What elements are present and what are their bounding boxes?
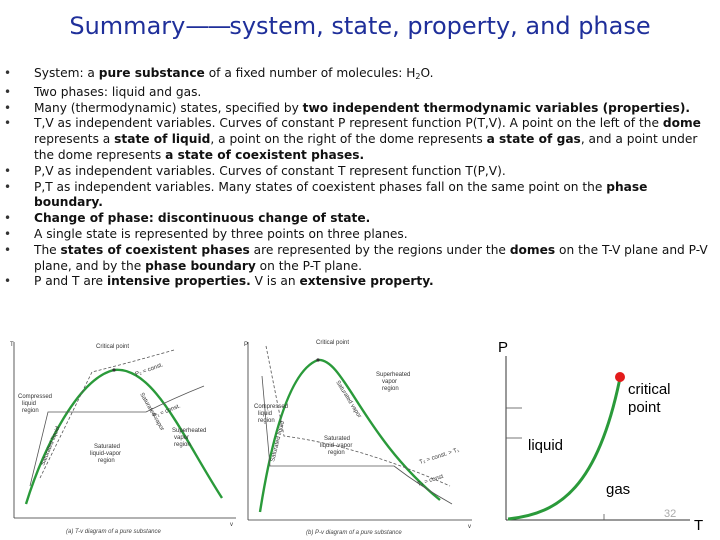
pv-superheated-label: Superheated vapor region <box>376 372 410 392</box>
bullet-text: A single state is represented by three p… <box>34 226 408 241</box>
summary-bullet-list: System: a pure substance of a fixed numb… <box>0 66 716 290</box>
bold-text: state of liquid <box>114 132 211 147</box>
bullet-item: T,V as independent variables. Curves of … <box>0 116 716 163</box>
slide-title: Summary——system, state, property, and ph… <box>0 12 720 40</box>
bold-text: a state of gas <box>486 132 581 147</box>
bullet-text: of a fixed number of molecules: H <box>204 66 416 80</box>
bullet-item: P,V as independent variables. Curves of … <box>0 164 716 180</box>
tv-saturated-label: Saturated liquid-vapor region <box>90 444 121 464</box>
bold-text: Change of phase: discontinuous change of… <box>34 211 371 226</box>
pv-critical-point <box>316 358 320 362</box>
bullet-text: represents a <box>34 132 115 147</box>
bullet-text: Two phases: liquid and gas. <box>34 84 202 99</box>
pv-compressed-label: Compressed liquid region <box>254 404 288 424</box>
pv-diagram: P v Critical point Compressed liquid regio… <box>244 340 472 536</box>
tv-isobar-p2 <box>39 349 175 479</box>
pv-isotherm-t2-label: T₂ = const. > T₁ <box>419 447 460 465</box>
bold-text: intensive properties. <box>106 274 251 289</box>
bold-text: states of coexistent phases <box>60 242 250 257</box>
tv-isobar-p2-label: P₂ = const. <box>135 362 165 378</box>
title-dash: —— <box>185 12 231 40</box>
tv-y-axis-label: T <box>10 342 14 348</box>
pv-isotherm-t1-label: T₁ = const <box>417 474 445 488</box>
pv-x-axis-label: v <box>468 524 471 530</box>
pv-saturated-label: Saturated liquid–vapor region <box>320 436 352 456</box>
slide-number: 32 <box>664 508 677 520</box>
tv-isobar-p1-label: P₁ = const. <box>153 403 182 420</box>
pt-gas-label: gas <box>606 481 630 498</box>
pt-x-axis-label: T <box>694 517 703 534</box>
pv-diagram-caption: (b) P-v diagram of a pure substance <box>306 530 402 536</box>
tv-x-axis-label: v <box>230 522 233 528</box>
bullet-text: P and T are <box>34 274 107 289</box>
bullet-text: , and a point under the dome represents <box>34 132 698 162</box>
bullet-item: P and T are intensive properties. V is a… <box>0 274 716 290</box>
bullet-text: System: a <box>34 66 99 80</box>
tv-critical-point-label: Critical point <box>96 344 129 350</box>
pt-critical-point-label: critical point <box>628 381 671 416</box>
pv-critical-point-label: Critical point <box>316 340 349 346</box>
bullet-text: V is an <box>250 274 300 289</box>
bold-text: phase boundary <box>145 258 256 273</box>
tv-diagram-caption: (a) T-v diagram of a pure substance <box>66 529 161 535</box>
bullet-text: P,T as independent variables. Many state… <box>34 179 607 194</box>
bullet-text: Many (thermodynamic) states, specified b… <box>34 100 303 115</box>
bullet-text: O. <box>420 66 434 80</box>
tv-compressed-label: Compressed liquid region <box>18 394 52 414</box>
bullet-text: on the T-V plane and P-V plane, and by t… <box>34 242 708 273</box>
tv-superheated-label: Superheated vapor region <box>172 428 206 448</box>
bullet-item: Change of phase: discontinuous change of… <box>0 211 716 227</box>
title-topics: system, state, property, and phase <box>229 12 651 40</box>
pv-saturated-liquid-label: Saturated liquid <box>270 421 286 463</box>
pt-phase-boundary <box>507 377 622 521</box>
pv-isotherm-t2 <box>265 345 451 487</box>
pt-liquid-label: liquid <box>528 437 563 454</box>
bullet-item: System: a pure substance of a fixed numb… <box>0 66 716 85</box>
pt-y-axis-label: P <box>498 339 508 356</box>
bold-text: two independent thermodynamic variables … <box>302 100 691 115</box>
bullet-text: The <box>34 242 61 257</box>
pt-critical-point <box>615 372 625 382</box>
bullet-item: Two phases: liquid and gas. <box>0 85 716 101</box>
tv-isobar-p1 <box>29 385 205 487</box>
title-summary: Summary <box>69 12 186 40</box>
tv-critical-point <box>112 368 116 372</box>
pv-isotherm-t1 <box>261 375 453 505</box>
pv-y-axis-label: P <box>244 342 248 348</box>
bold-text: pure substance <box>98 66 205 80</box>
bold-text: phase boundary. <box>34 179 648 210</box>
bullet-text: are represented by the regions under the <box>249 242 510 257</box>
bullet-item: A single state is represented by three p… <box>0 227 716 243</box>
bullet-text: on the P-T plane. <box>255 258 362 273</box>
bold-text: extensive property. <box>299 274 434 289</box>
bullet-item: The states of coexistent phases are repr… <box>0 243 716 275</box>
tv-diagram: T v Critical point Compressed liquid regio… <box>10 342 236 535</box>
pt-diagram: P T critical point liquid gas <box>498 339 703 534</box>
bullet-text: , a point on the right of the dome repre… <box>210 132 487 147</box>
bullet-item: Many (thermodynamic) states, specified b… <box>0 101 716 117</box>
bold-text: a state of coexistent phases. <box>165 147 365 162</box>
subscript-text: 2 <box>415 72 421 81</box>
bullet-text: P,V as independent variables. Curves of … <box>34 163 506 178</box>
bullet-text: T,V as independent variables. Curves of … <box>34 116 663 131</box>
bold-text: domes <box>509 242 556 257</box>
bold-text: dome <box>662 116 701 131</box>
bullet-item: P,T as independent variables. Many state… <box>0 180 716 212</box>
